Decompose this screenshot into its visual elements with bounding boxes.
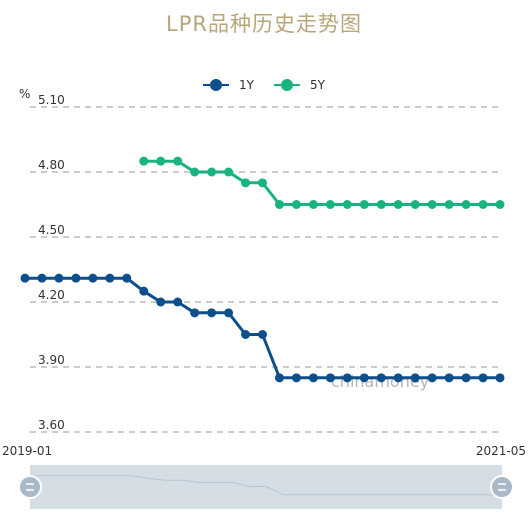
- legend-item-5y[interactable]: 5Y: [274, 78, 326, 92]
- data-point-5y[interactable]: [156, 156, 166, 166]
- data-point-5y[interactable]: [258, 178, 267, 188]
- data-point-5y[interactable]: [291, 200, 301, 209]
- data-point-1y[interactable]: [190, 308, 200, 318]
- data-point-1y[interactable]: [495, 373, 505, 383]
- data-point-1y[interactable]: [274, 373, 284, 383]
- data-point-1y[interactable]: [359, 373, 369, 383]
- date-range-slider[interactable]: [18, 465, 514, 509]
- data-point-1y[interactable]: [241, 330, 251, 339]
- legend-item-1y[interactable]: 1Y: [203, 78, 255, 92]
- data-point-5y[interactable]: [410, 200, 420, 209]
- data-point-1y[interactable]: [71, 273, 81, 283]
- series-line-1y: [25, 276, 500, 380]
- drag-handle-icon[interactable]: [490, 475, 514, 499]
- data-point-1y[interactable]: [258, 330, 267, 339]
- legend[interactable]: 1Y 5Y: [203, 78, 326, 92]
- chart-title: LPR品种历史走势图: [166, 12, 362, 36]
- data-point-5y[interactable]: [224, 167, 234, 177]
- legend-label-5y: 5Y: [310, 78, 326, 92]
- data-point-1y[interactable]: [156, 297, 166, 307]
- legend-marker-5y: [281, 79, 293, 91]
- data-point-5y[interactable]: [173, 156, 183, 166]
- data-point-5y[interactable]: [190, 167, 200, 177]
- y-tick-label: 5.10: [38, 93, 65, 107]
- x-label-end: 2021-05: [476, 444, 526, 458]
- series-layer: [20, 156, 505, 383]
- data-point-5y[interactable]: [495, 200, 505, 209]
- y-tick-label: 3.90: [38, 353, 65, 367]
- data-point-1y[interactable]: [37, 273, 47, 283]
- data-point-5y[interactable]: [359, 200, 369, 209]
- data-point-1y[interactable]: [410, 373, 420, 383]
- data-point-1y[interactable]: [478, 373, 488, 383]
- data-point-5y[interactable]: [308, 200, 318, 209]
- data-point-1y[interactable]: [20, 273, 30, 283]
- series-line-5y: [143, 159, 500, 206]
- data-point-1y[interactable]: [207, 308, 217, 318]
- data-point-1y[interactable]: [54, 273, 64, 283]
- series-5y: [139, 156, 505, 209]
- data-point-5y[interactable]: [342, 200, 352, 209]
- data-point-5y[interactable]: [427, 200, 437, 209]
- y-tick-label: 4.50: [38, 223, 65, 237]
- data-point-5y[interactable]: [241, 178, 251, 188]
- y-tick-label: 4.20: [38, 288, 65, 302]
- data-point-1y[interactable]: [139, 286, 149, 296]
- y-tick-label: 3.60: [38, 418, 65, 432]
- data-point-1y[interactable]: [122, 273, 132, 283]
- axis-labels: % 5.10 4.80 4.50 4.20 3.90 3.60: [19, 87, 65, 432]
- data-point-1y[interactable]: [291, 373, 301, 383]
- series-1y: [20, 273, 505, 383]
- data-point-5y[interactable]: [139, 156, 149, 166]
- y-tick-label: 4.80: [38, 158, 65, 172]
- data-point-5y[interactable]: [461, 200, 471, 209]
- data-point-5y[interactable]: [325, 200, 335, 209]
- data-point-1y[interactable]: [325, 373, 335, 383]
- data-point-1y[interactable]: [376, 373, 386, 383]
- data-point-1y[interactable]: [105, 273, 115, 283]
- x-label-start: 2019-01: [2, 444, 52, 458]
- y-unit-label: %: [19, 87, 30, 101]
- data-point-1y[interactable]: [88, 273, 98, 283]
- data-point-1y[interactable]: [393, 373, 403, 383]
- data-point-1y[interactable]: [173, 297, 183, 307]
- data-point-1y[interactable]: [342, 373, 352, 383]
- drag-handle-icon[interactable]: [18, 475, 42, 499]
- data-point-5y[interactable]: [393, 200, 403, 209]
- data-point-1y[interactable]: [461, 373, 471, 383]
- data-point-5y[interactable]: [444, 200, 454, 209]
- slider-preview-line: [30, 475, 502, 496]
- data-point-1y[interactable]: [444, 373, 454, 383]
- grid-lines: [30, 106, 500, 433]
- data-point-5y[interactable]: [207, 167, 217, 177]
- legend-label-1y: 1Y: [239, 78, 255, 92]
- legend-marker-1y: [210, 79, 222, 91]
- data-point-1y[interactable]: [427, 373, 437, 383]
- data-point-5y[interactable]: [274, 200, 284, 209]
- data-point-1y[interactable]: [308, 373, 318, 383]
- data-point-5y[interactable]: [376, 200, 386, 209]
- data-point-1y[interactable]: [224, 308, 234, 318]
- data-point-5y[interactable]: [478, 200, 488, 209]
